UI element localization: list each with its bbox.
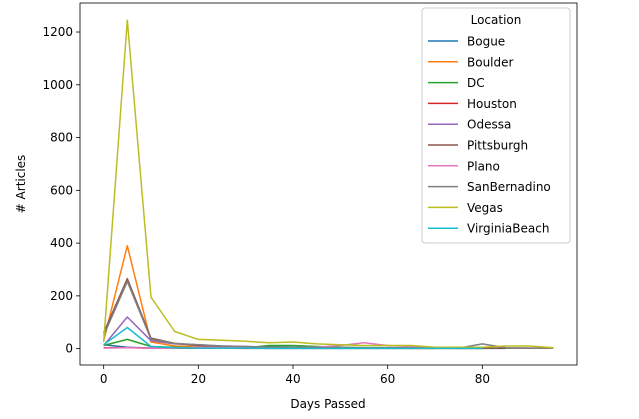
legend-label: Houston [467,97,517,111]
y-axis: 0 200 400 600 800 1000 1200 [42,25,80,356]
series-line-virginiabeach [103,326,483,350]
legend-label: Vegas [467,201,503,215]
y-tick-label: 400 [50,236,73,250]
legend-label: Plano [467,159,500,173]
legend: Location Bogue Boulder DC Houston Odessa Pitt… [421,7,571,244]
x-tick-label: 0 [100,372,108,386]
legend-label: DC [467,76,485,90]
y-tick-label: 200 [50,289,73,303]
x-tick-label: 80 [475,372,490,386]
legend-label: Odessa [467,118,511,132]
series-line-sanbernadino [103,280,554,349]
legend-label: SanBernadino [467,180,551,194]
plot-frame [79,2,578,366]
legend-items: Bogue Boulder DC Houston Odessa Pittsburgh Pla… [428,35,551,236]
y-tick-label: 1200 [42,25,73,39]
y-tick-label: 0 [65,342,73,356]
x-tick-label: 60 [380,372,395,386]
legend-box [421,7,571,244]
x-tick-label: 40 [285,372,300,386]
x-axis-label: Days Passed [290,397,365,411]
legend-label: VirginiaBeach [467,222,549,236]
legend-label: Boulder [467,55,514,69]
legend-label: Bogue [467,35,505,49]
series-line-vegas [102,19,554,349]
y-tick-label: 600 [50,183,73,197]
y-axis-label: # Articles [14,155,28,214]
legend-label: Pittsburgh [467,139,528,153]
y-tick-label: 800 [50,131,73,145]
x-tick-label: 20 [191,372,206,386]
legend-title: Location [471,13,522,27]
y-tick-label: 1000 [42,78,73,92]
plot-area [102,19,554,350]
x-axis: 0 20 40 60 80 [100,365,490,386]
